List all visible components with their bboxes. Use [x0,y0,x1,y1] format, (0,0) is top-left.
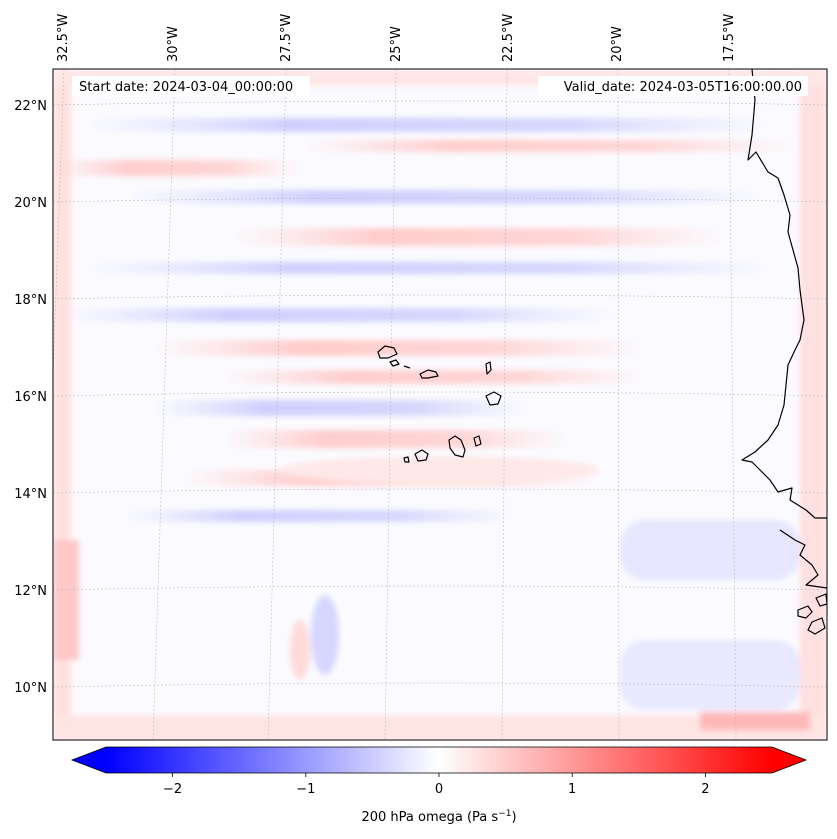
map-panel: Start date: 2024-03-04_00:00:00 Valid_da… [52,68,828,741]
colorbar-min-extension [72,747,106,773]
colorbar-max-extension [772,747,806,773]
colorbar-label: 200 hPa omega (Pa s−1) [361,809,516,825]
colorbar-gradient [106,747,772,773]
coastlines [377,69,827,635]
cape-verde-fogo [414,449,429,462]
lat-label-10n: 10°N [14,681,47,696]
cape-verde-santo-antao [377,345,398,359]
cape-verde-sao-vicente [389,359,400,367]
valid-date-box [538,76,808,96]
lat-label-20n: 20°N [14,196,47,211]
lat-label-14n: 14°N [14,487,47,502]
lat-label-12n: 12°N [14,584,47,599]
cape-verde-maio [473,435,482,447]
colorbar-outline [70,746,808,774]
africa-coastline [741,69,827,519]
colorbar-tick-label: 2 [701,782,709,797]
map-frame [52,68,828,741]
lon-label-30w: 30°W [166,26,181,62]
cape-verde-santiago [448,435,466,458]
colorbar-tick-label: −1 [296,782,315,797]
colorbar-ticks: −2 −1 0 1 2 [163,773,710,797]
lat-label-16n: 16°N [14,390,47,405]
start-date-box [72,76,310,96]
lat-label-22n: 22°N [14,99,47,114]
lon-label-27-5w: 27.5°W [279,14,294,62]
coastal-islands [797,593,827,635]
lon-label-22-5w: 22.5°W [501,14,516,62]
colorbar-tick-label: 0 [435,782,443,797]
cape-verde-santa-luzia [403,365,411,369]
latitude-labels: 22°N 20°N 18°N 16°N 14°N 12°N 10°N [14,99,47,696]
lon-label-17-5w: 17.5°W [722,14,737,62]
cape-verde-sao-nicolau [419,369,439,379]
colorbar: −2 −1 0 1 2 200 hPa omega (Pa s−1) [70,746,808,825]
omega-field [53,69,827,740]
lon-label-25w: 25°W [389,26,404,62]
longitude-labels: 32.5°W 30°W 27.5°W 25°W 22.5°W 20°W 17.5… [56,14,737,62]
lon-label-32-5w: 32.5°W [56,14,71,62]
lon-label-20w: 20°W [610,26,625,62]
cape-verde-boa-vista [485,391,502,406]
start-date-label: Start date: 2024-03-04_00:00:00 [79,80,293,95]
lat-label-18n: 18°N [14,293,47,308]
colorbar-tick-label: 1 [568,782,576,797]
cape-verde-brava [403,456,410,463]
colorbar-tick-label: −2 [163,782,182,797]
valid-date-label: Valid_date: 2024-03-05T16:00:00.00 [564,80,802,95]
west-africa-coast-south [779,529,827,589]
cape-verde-sal [485,361,492,375]
